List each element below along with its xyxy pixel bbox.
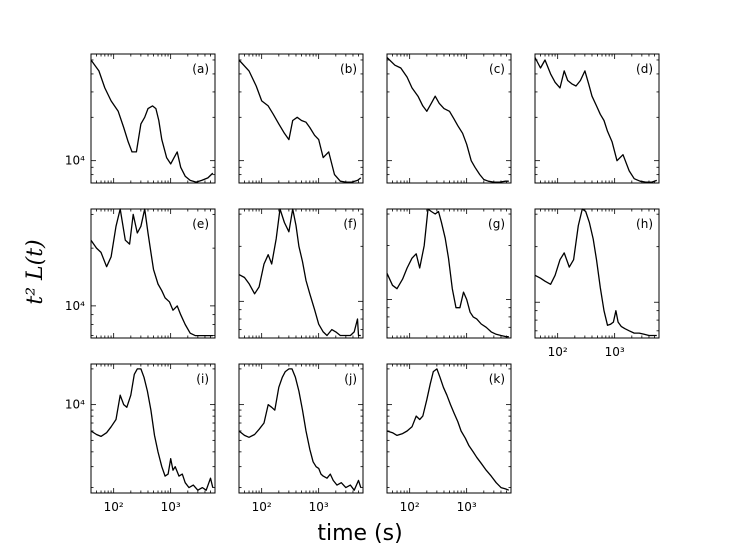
panel-frame xyxy=(238,363,364,494)
panel-label: (a) xyxy=(192,62,209,76)
panel-3: (c) xyxy=(386,53,512,184)
series-line xyxy=(90,59,214,183)
y-tick-label: 10⁴ xyxy=(65,398,85,412)
panel-10: 10² 10³ (j) xyxy=(238,363,364,514)
panel-1: 10⁴ (a) xyxy=(65,53,216,184)
panel-frame xyxy=(90,363,216,494)
panel-label: (d) xyxy=(636,62,653,76)
panels-group: 10⁴(a) (b) (c) (d)10⁴(e) (f) (g)10² 10³(h)10⁴1… xyxy=(65,53,660,514)
x-tick-label: 10³ xyxy=(309,500,329,514)
panel-label: (i) xyxy=(196,372,209,386)
panel-label: (b) xyxy=(340,62,357,76)
y-axis-label: t² L(t) xyxy=(23,239,48,304)
x-tick-label: 10² xyxy=(104,500,124,514)
panel-4: (d) xyxy=(534,53,660,184)
panel-7: (g) xyxy=(386,208,512,339)
panel-label: (j) xyxy=(344,372,357,386)
panel-frame xyxy=(238,53,364,184)
panel-frame xyxy=(90,208,216,339)
panel-6: (f) xyxy=(238,208,364,339)
series-line xyxy=(534,208,657,337)
panel-label: (g) xyxy=(488,217,505,231)
series-line xyxy=(238,59,362,183)
series-line xyxy=(386,208,509,338)
x-tick-label: 10³ xyxy=(605,345,625,359)
panel-9: 10⁴ 10² 10³ (i) xyxy=(65,363,216,514)
series-line xyxy=(90,368,214,491)
x-axis-label: time (s) xyxy=(317,521,402,546)
panel-frame xyxy=(238,208,364,339)
panel-2: (b) xyxy=(238,53,364,184)
panel-label: (e) xyxy=(192,217,209,231)
y-tick-label: 10⁴ xyxy=(65,299,85,313)
panel-11: 10² 10³ (k) xyxy=(386,363,512,514)
series-line xyxy=(386,57,509,183)
panel-label: (c) xyxy=(489,62,505,76)
series-line xyxy=(90,208,213,337)
y-tick-label: 10⁴ xyxy=(65,154,85,168)
panel-frame xyxy=(534,53,660,184)
x-tick-label: 10³ xyxy=(161,500,181,514)
series-line xyxy=(386,368,510,491)
panel-label: (k) xyxy=(489,372,505,386)
x-tick-label: 10³ xyxy=(457,500,477,514)
panel-label: (h) xyxy=(636,217,653,231)
panel-label: (f) xyxy=(343,217,357,231)
series-line xyxy=(238,368,362,491)
panel-frame xyxy=(386,208,512,339)
panel-8: 10² 10³ (h) xyxy=(534,208,660,359)
x-tick-label: 10² xyxy=(548,345,568,359)
panel-frame xyxy=(386,53,512,184)
x-tick-label: 10² xyxy=(252,500,272,514)
panel-frame xyxy=(534,208,660,339)
series-line xyxy=(534,57,658,183)
panel-frame xyxy=(90,53,216,184)
x-tick-label: 10² xyxy=(400,500,420,514)
panel-5: 10⁴ (e) xyxy=(65,208,216,339)
panel-frame xyxy=(386,363,512,494)
